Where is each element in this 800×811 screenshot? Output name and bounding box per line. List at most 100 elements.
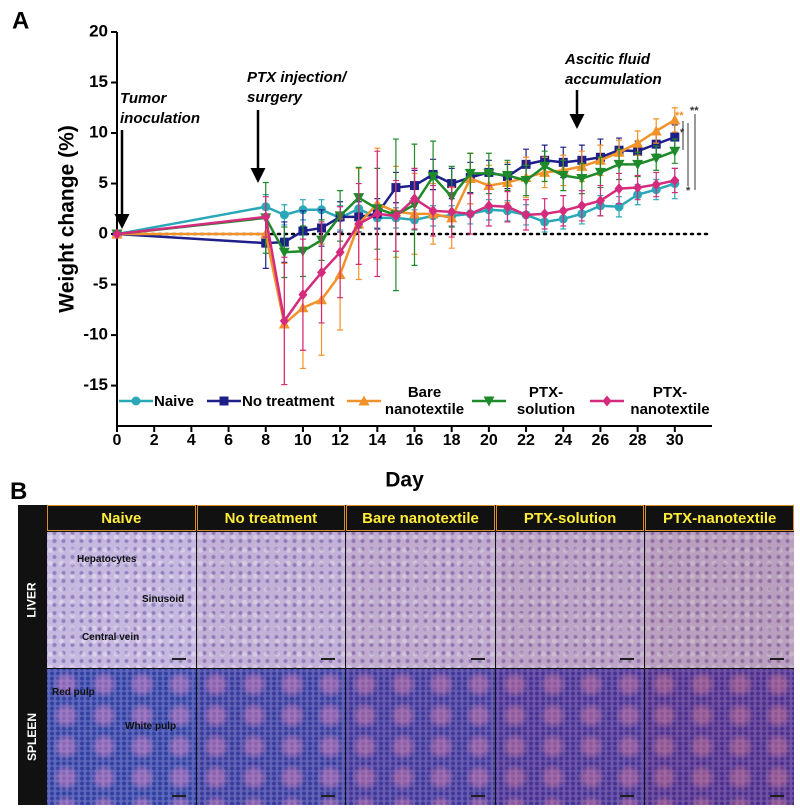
- point: [358, 395, 370, 406]
- scale-bar: [620, 795, 635, 797]
- panel-label: A: [12, 7, 29, 34]
- x-tick-label: 0: [113, 432, 122, 449]
- point: [613, 159, 625, 170]
- column-header: PTX-solution: [495, 505, 645, 531]
- x-tick-label: 12: [331, 432, 349, 449]
- y-tick-label: 5: [99, 173, 108, 192]
- significance-mark: *: [686, 185, 691, 197]
- micrograph: [346, 532, 495, 668]
- x-tick-label: 24: [554, 432, 572, 449]
- x-tick-label: 2: [150, 432, 159, 449]
- point: [112, 228, 122, 240]
- significance-mark: **: [675, 110, 684, 122]
- point: [669, 114, 681, 125]
- legend-item: Naive: [118, 393, 206, 410]
- point: [632, 159, 644, 170]
- point: [670, 175, 680, 187]
- point: [502, 201, 512, 213]
- legend-swatch: [207, 396, 241, 406]
- column-header: No treatment: [196, 505, 346, 531]
- point: [632, 137, 644, 148]
- legend-label: Bare nanotextile: [384, 384, 465, 418]
- x-tick-label: 22: [517, 432, 535, 449]
- micrograph: [495, 532, 645, 668]
- point: [298, 205, 308, 215]
- scale-bar: [770, 658, 784, 660]
- x-tick-label: 28: [629, 432, 647, 449]
- legend-item: Bare nanotextile: [346, 384, 471, 418]
- micrograph: Hepatocytes Sinusoid Central vein: [47, 532, 196, 668]
- column-header: Bare nanotextile: [346, 505, 495, 531]
- point: [298, 289, 308, 301]
- point: [428, 205, 438, 217]
- histology-grid: Naive No treatment Bare nanotextile PTX-sol…: [18, 505, 794, 805]
- x-tick-label: 26: [592, 432, 610, 449]
- point: [372, 208, 382, 220]
- point: [501, 170, 513, 181]
- point: [651, 179, 661, 191]
- y-tick-label: 15: [89, 72, 108, 91]
- x-tick-label: 20: [480, 432, 498, 449]
- point: [577, 200, 587, 212]
- x-tick-label: 8: [261, 432, 270, 449]
- point: [651, 139, 661, 149]
- significance-mark: **: [690, 105, 699, 117]
- annotation: accumulation: [565, 71, 662, 88]
- row-label-text: SPLEEN: [25, 712, 40, 762]
- x-tick-label: 4: [187, 432, 196, 449]
- point: [427, 171, 439, 182]
- point: [483, 168, 495, 179]
- point: [670, 132, 680, 142]
- scale-bar: [470, 658, 485, 660]
- legend-item: PTX-solution: [471, 384, 589, 418]
- point: [279, 210, 289, 220]
- y-tick-label: -5: [93, 274, 108, 293]
- legend-label: PTX-nanotextile: [630, 384, 710, 418]
- point: [520, 176, 532, 187]
- x-tick-label: 6: [224, 432, 233, 449]
- scale-bar: [321, 658, 336, 660]
- point: [464, 168, 476, 179]
- point: [540, 208, 550, 220]
- legend-swatch: [472, 396, 506, 407]
- scale-bar: [470, 795, 485, 797]
- point: [576, 173, 588, 184]
- legend-label: Naive: [154, 392, 195, 410]
- micrograph: [346, 669, 495, 805]
- micrograph: Red pulp White pulp: [47, 669, 196, 805]
- point: [465, 208, 475, 220]
- point: [484, 200, 494, 212]
- y-tick-label: 0: [99, 224, 108, 243]
- legend-label: No treatment: [242, 392, 335, 410]
- point: [335, 246, 345, 258]
- point: [131, 396, 141, 406]
- y-tick-label: -10: [83, 325, 108, 344]
- point: [602, 395, 612, 407]
- point: [614, 183, 624, 195]
- point: [595, 195, 605, 207]
- series-line: [116, 179, 676, 325]
- y-tick-label: 20: [89, 21, 108, 40]
- x-tick-label: 10: [294, 432, 312, 449]
- annotation: Ascitic fluid: [564, 51, 651, 68]
- annotation: inoculation: [120, 110, 200, 127]
- scale-bar: [321, 795, 336, 797]
- point: [219, 396, 229, 406]
- scale-bar: [620, 658, 635, 660]
- micrograph: [196, 669, 346, 805]
- point: [614, 202, 624, 212]
- micrograph-annotation: Sinusoid: [142, 594, 185, 605]
- corner: [18, 505, 46, 531]
- point: [521, 209, 531, 221]
- scale-bar: [171, 795, 186, 797]
- point: [410, 193, 419, 205]
- row-label: SPLEEN: [18, 669, 46, 805]
- column-header: PTX-nanotextile: [645, 505, 794, 531]
- micrograph: [645, 532, 794, 668]
- point: [669, 146, 681, 157]
- scale-bar: [171, 658, 186, 660]
- micrograph-annotation: White pulp: [125, 721, 177, 732]
- legend: Naive No treatment Bare nanotextile PTX-sol…: [118, 384, 719, 418]
- panel-label: B: [10, 478, 28, 505]
